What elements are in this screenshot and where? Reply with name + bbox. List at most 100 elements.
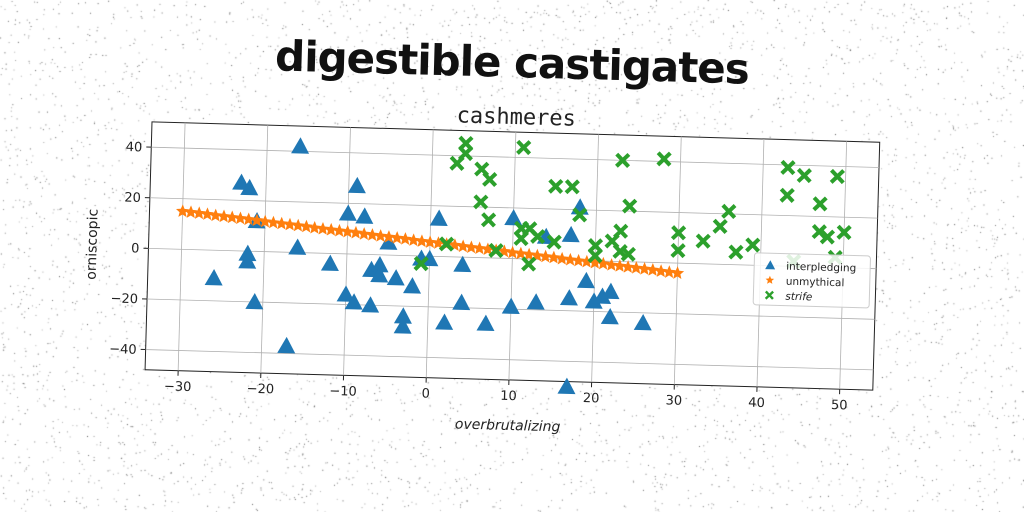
unmythical-point xyxy=(398,232,412,245)
y-tick-label: −20 xyxy=(110,291,138,307)
grid-line-y xyxy=(145,349,874,371)
unmythical-point xyxy=(208,208,223,222)
unmythical-point xyxy=(192,206,206,220)
interpledging-point xyxy=(338,204,357,221)
interpledging-point xyxy=(277,336,296,354)
interpledging-point xyxy=(347,176,366,194)
strife-point xyxy=(796,167,812,184)
interpledging-point xyxy=(452,293,471,311)
strife-point xyxy=(695,233,711,249)
grid-line-x xyxy=(673,136,682,385)
strife-point xyxy=(670,242,686,259)
unmythical-point xyxy=(662,265,676,279)
unmythical-point xyxy=(431,236,445,250)
unmythical-point xyxy=(382,230,396,243)
strife-point xyxy=(521,256,537,272)
strife-point xyxy=(488,242,504,259)
strife-point xyxy=(836,224,852,240)
interpledging-point xyxy=(561,225,580,243)
legend-marker-strife xyxy=(764,290,774,300)
unmythical-point xyxy=(588,255,602,269)
y-axis-ticks: −40 −20 0 20 40 xyxy=(109,140,152,358)
unmythical-point xyxy=(349,225,363,239)
grid-line-x xyxy=(343,127,351,376)
interpledging-point xyxy=(584,292,603,309)
interpledging-point xyxy=(370,255,389,273)
unmythical-point xyxy=(423,235,437,249)
interpledging-point xyxy=(476,314,495,332)
interpledging-point xyxy=(504,209,523,226)
unmythical-point xyxy=(571,253,586,267)
unmythical-point xyxy=(316,221,330,235)
strife-point xyxy=(413,255,429,272)
unmythical-point xyxy=(390,231,404,244)
unmythical-point xyxy=(514,246,528,260)
interpledging-point xyxy=(403,277,422,294)
strife-point xyxy=(745,237,761,253)
strife-point xyxy=(728,244,744,260)
unmythical-point xyxy=(654,264,668,278)
interpledging-point xyxy=(344,293,363,310)
grid-line-y xyxy=(151,146,880,168)
strife-point xyxy=(812,196,828,212)
unmythical-point xyxy=(299,219,314,233)
strife-point xyxy=(530,228,546,245)
legend-label-interpledging: interpledging xyxy=(786,261,856,275)
grid-line-x xyxy=(508,132,517,380)
strife-point xyxy=(438,236,455,252)
interpledging-point xyxy=(393,307,412,324)
unmythical-point xyxy=(621,260,635,273)
unmythical-point xyxy=(324,222,338,236)
interpledging-point xyxy=(336,285,355,302)
interpledging-point xyxy=(557,377,576,395)
x-tick-label: −10 xyxy=(329,384,357,400)
strife-point xyxy=(656,151,672,167)
unmythical-point xyxy=(522,247,536,261)
unmythical-point xyxy=(629,261,643,274)
strife-point xyxy=(572,207,588,223)
unmythical-point xyxy=(563,252,577,266)
unmythical-point xyxy=(547,250,561,264)
unmythical-point xyxy=(225,210,239,224)
interpledging-point xyxy=(526,293,545,310)
interpledging-point xyxy=(600,307,619,325)
x-tick-label: 40 xyxy=(748,396,765,411)
unmythical-point xyxy=(596,256,610,270)
interpledging-point xyxy=(593,287,612,304)
strife-point xyxy=(615,152,631,168)
data-marks xyxy=(176,135,852,395)
strife-point xyxy=(811,224,827,240)
y-tick-label: −40 xyxy=(109,342,137,358)
x-tick-label: 20 xyxy=(583,391,600,406)
y-tick-label: 40 xyxy=(126,140,143,155)
interpledging-point xyxy=(355,207,374,224)
chart-title: cashmeres xyxy=(456,103,576,131)
unmythical-point xyxy=(472,241,487,255)
legend-box xyxy=(752,252,871,309)
unmythical-point xyxy=(307,220,322,234)
unmythical-point xyxy=(373,229,388,242)
unmythical-point xyxy=(555,251,569,265)
unmythical-point xyxy=(464,240,478,254)
interpledging-point xyxy=(386,269,405,286)
unmythical-point xyxy=(415,234,429,248)
legend-label-unmythical: unmythical xyxy=(786,276,845,290)
unmythical-point xyxy=(332,223,347,237)
interpledging-point xyxy=(435,313,454,330)
unmythical-point xyxy=(200,207,215,221)
unmythical-point xyxy=(184,205,198,219)
strife-point xyxy=(819,229,836,245)
x-tick-label: 50 xyxy=(831,398,848,413)
grid-line-x xyxy=(260,125,269,374)
unmythical-point xyxy=(646,263,660,276)
x-tick-label: 0 xyxy=(421,387,430,402)
strife-point xyxy=(620,246,636,262)
strife-point xyxy=(564,179,580,195)
x-axis-ticks: −30 −20 −10 0 10 20 30 40 50 xyxy=(164,370,848,413)
strife-point xyxy=(482,171,498,188)
interpledging-point xyxy=(291,137,310,154)
unmythical-point xyxy=(365,228,379,241)
unmythical-point xyxy=(357,227,371,240)
